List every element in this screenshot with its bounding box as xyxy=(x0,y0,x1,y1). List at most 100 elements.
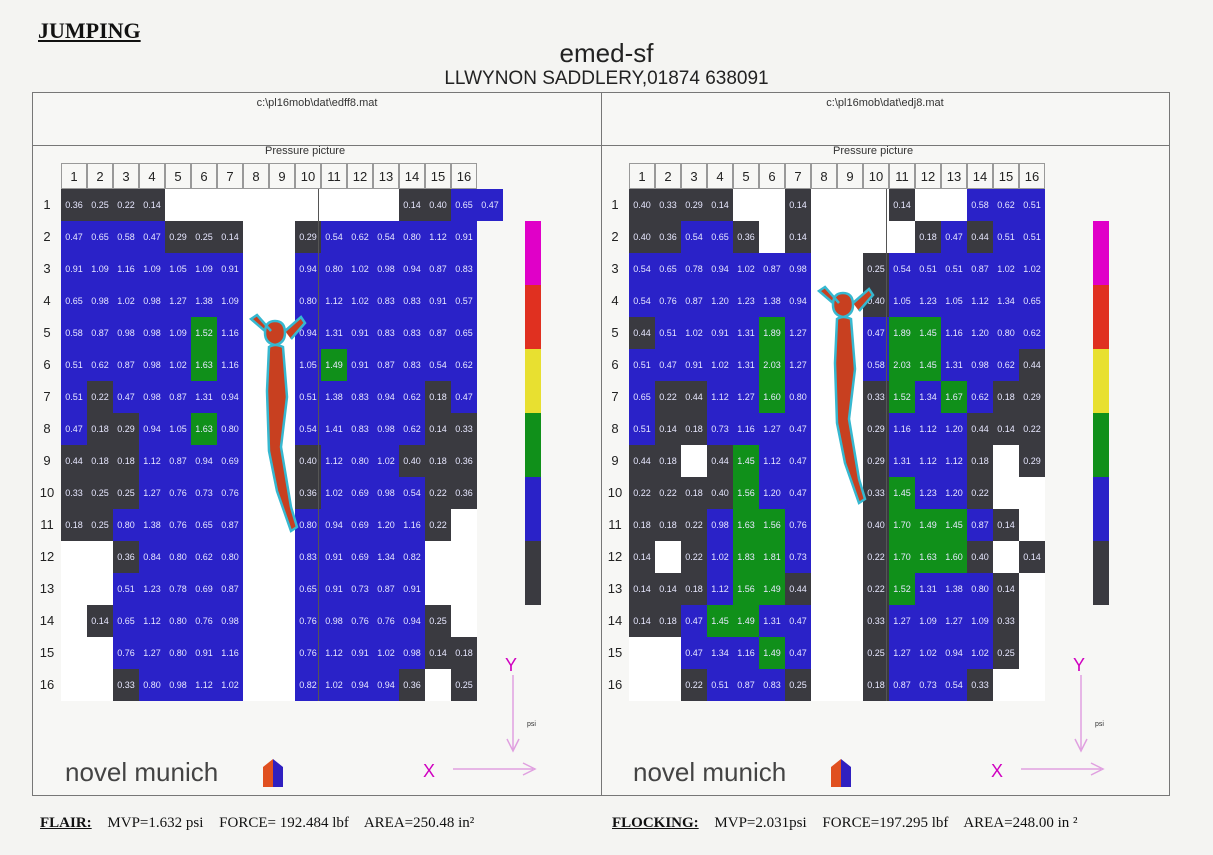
scale-segment xyxy=(1093,477,1109,541)
pressure-cell: 0.40 xyxy=(629,189,655,221)
pressure-cell: 0.83 xyxy=(759,669,785,701)
pressure-cell: 1.56 xyxy=(733,477,759,509)
row-number: 10 xyxy=(607,485,623,500)
pressure-cell: 0.51 xyxy=(915,253,941,285)
pressure-cell: 1.02 xyxy=(915,637,941,669)
pressure-cell: 0.33 xyxy=(863,477,889,509)
pressure-cell: 0.47 xyxy=(451,381,477,413)
pressure-cell: 1.27 xyxy=(941,605,967,637)
pressure-cell: 0.80 xyxy=(165,637,191,669)
pressure-cell: 1.27 xyxy=(889,637,915,669)
pressure-cell: 0.98 xyxy=(139,381,165,413)
pressure-picture-label: Pressure picture xyxy=(265,145,346,157)
pressure-cell: 0.98 xyxy=(373,477,399,509)
pressure-cell: 1.45 xyxy=(889,477,915,509)
pressure-cell: 2.03 xyxy=(759,349,785,381)
pressure-cell: 0.62 xyxy=(399,381,425,413)
pressure-cell xyxy=(811,541,837,573)
pressure-cell xyxy=(811,573,837,605)
pressure-cell: 0.47 xyxy=(785,413,811,445)
pressure-cell: 0.87 xyxy=(373,349,399,381)
pressure-cell xyxy=(347,189,373,221)
pressure-cell: 1.34 xyxy=(373,541,399,573)
y-axis-label: Y xyxy=(1073,655,1086,675)
pressure-cell xyxy=(889,221,915,253)
pressure-cell: 0.91 xyxy=(451,221,477,253)
pressure-cell xyxy=(837,253,863,285)
pressure-cell: 0.40 xyxy=(629,221,655,253)
column-number: 11 xyxy=(321,163,347,189)
pressure-cell: 1.12 xyxy=(425,221,451,253)
pressure-cell: 0.91 xyxy=(347,317,373,349)
pressure-cell: 1.02 xyxy=(707,541,733,573)
pressure-cell: 0.25 xyxy=(191,221,217,253)
pressure-cell: 1.12 xyxy=(321,285,347,317)
pressure-cell: 1.02 xyxy=(347,285,373,317)
pressure-cell: 0.98 xyxy=(139,349,165,381)
pressure-cell: 0.54 xyxy=(425,349,451,381)
pressure-cell: 0.18 xyxy=(967,445,993,477)
pressure-cell: 0.22 xyxy=(425,509,451,541)
pressure-picture-label: Pressure picture xyxy=(833,145,914,157)
column-number: 13 xyxy=(941,163,967,189)
pressure-cell: 1.09 xyxy=(139,253,165,285)
footer-left-label: FLAIR: xyxy=(40,815,92,831)
pressure-cell: 1.81 xyxy=(759,541,785,573)
pressure-cell xyxy=(269,605,295,637)
column-number: 12 xyxy=(915,163,941,189)
row-number: 5 xyxy=(611,325,619,340)
pressure-cell xyxy=(61,637,87,669)
pressure-cell: 0.76 xyxy=(347,605,373,637)
pressure-cell: 0.29 xyxy=(1019,381,1045,413)
pressure-cell: 0.44 xyxy=(785,573,811,605)
pressure-cell: 0.14 xyxy=(655,573,681,605)
pressure-cell: 0.18 xyxy=(915,221,941,253)
row-number: 12 xyxy=(39,549,55,564)
pressure-cell: 1.09 xyxy=(191,253,217,285)
pressure-cell: 0.18 xyxy=(681,573,707,605)
pressure-cell xyxy=(269,573,295,605)
pressure-cell: 1.02 xyxy=(707,349,733,381)
pressure-cell: 0.84 xyxy=(139,541,165,573)
pressure-cell: 1.23 xyxy=(915,285,941,317)
pressure-cell: 0.94 xyxy=(707,253,733,285)
pressure-cell: 0.51 xyxy=(993,221,1019,253)
pressure-cell xyxy=(811,445,837,477)
pressure-cell: 0.73 xyxy=(191,477,217,509)
pressure-cell xyxy=(243,637,269,669)
psi-label: psi xyxy=(1095,721,1104,728)
pressure-cell: 1.09 xyxy=(967,605,993,637)
column-number: 1 xyxy=(61,163,87,189)
pressure-cell: 0.80 xyxy=(993,317,1019,349)
pressure-cell xyxy=(811,605,837,637)
pressure-cell: 0.87 xyxy=(967,509,993,541)
pressure-cell: 1.05 xyxy=(889,285,915,317)
pressure-cell: 0.69 xyxy=(217,445,243,477)
pressure-cell: 1.12 xyxy=(967,285,993,317)
pressure-cell: 0.82 xyxy=(399,541,425,573)
pressure-cell: 0.87 xyxy=(681,285,707,317)
pressure-cell: 0.14 xyxy=(217,221,243,253)
pressure-report-frame: c:\pl16mob\dat\edff8.mat Pressure picture… xyxy=(32,92,1170,796)
pressure-cell: 0.47 xyxy=(61,413,87,445)
pressure-cell: 1.38 xyxy=(191,285,217,317)
pressure-cell: 0.18 xyxy=(993,381,1019,413)
pressure-cell: 2.03 xyxy=(889,349,915,381)
pressure-cell: 0.36 xyxy=(451,477,477,509)
brand-label: novel munich xyxy=(633,757,787,787)
pressure-cell: 1.38 xyxy=(139,509,165,541)
pressure-cell: 0.29 xyxy=(165,221,191,253)
pressure-cell: 1.38 xyxy=(759,285,785,317)
pressure-cell: 0.40 xyxy=(863,509,889,541)
pressure-cell: 0.29 xyxy=(681,189,707,221)
column-number: 13 xyxy=(373,163,399,189)
pressure-cell: 0.87 xyxy=(759,253,785,285)
column-number: 7 xyxy=(785,163,811,189)
pressure-cell: 0.62 xyxy=(399,413,425,445)
pressure-cell xyxy=(243,477,269,509)
pressure-cell: 0.47 xyxy=(863,317,889,349)
footer-right-mvp: MVP=2.031psi xyxy=(714,815,807,831)
pressure-cell xyxy=(269,253,295,285)
pressure-cell xyxy=(629,669,655,701)
pressure-cell: 0.25 xyxy=(87,189,113,221)
